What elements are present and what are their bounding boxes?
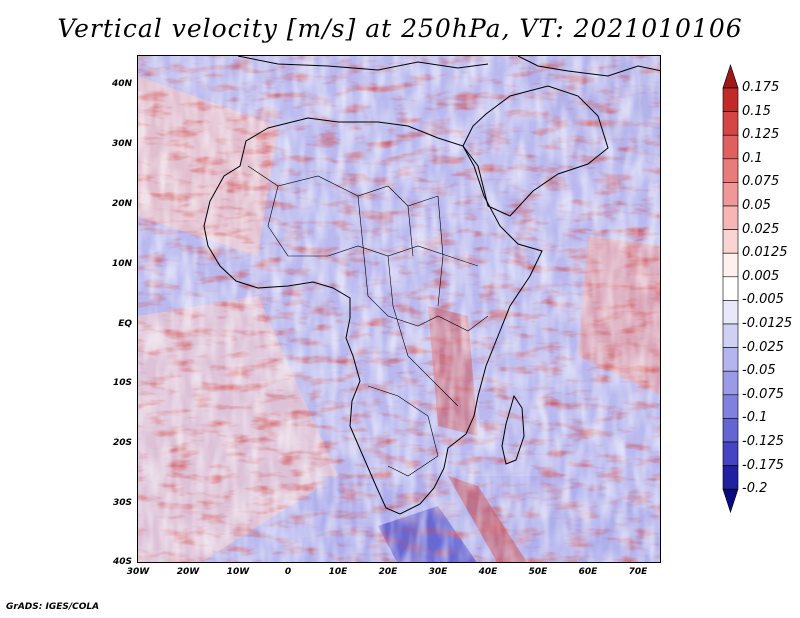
colorbar-swatch — [722, 205, 739, 230]
colorbar-tick-label: -0.05 — [742, 363, 776, 379]
lon-label-30e: 30E — [428, 567, 448, 577]
lon-label-10w: 10W — [226, 567, 250, 577]
colorbar-tick-label: -0.005 — [742, 292, 784, 308]
colorbar-tick-label: 0.125 — [742, 127, 780, 143]
coastlines — [203, 56, 660, 515]
chart-title: Vertical velocity [m/s] at 250hPa, VT: 2… — [57, 14, 743, 43]
colorbar-tick-label: -0.025 — [742, 339, 784, 355]
lon-label-40e: 40E — [478, 567, 498, 577]
colorbar-swatch — [722, 300, 739, 325]
colorbar-swatch — [722, 134, 739, 160]
colorbar-swatch — [722, 158, 739, 183]
colorbar-swatch — [722, 370, 739, 396]
colorbar — [722, 64, 739, 514]
colorbar-tick-label: -0.1 — [742, 410, 768, 426]
lat-label-30n: 30N — [111, 139, 132, 149]
colorbar-swatch — [722, 252, 739, 278]
lat-label-30s: 30S — [112, 498, 132, 508]
colorbar-tick-label: -0.125 — [742, 434, 784, 449]
lon-label-60e: 60E — [578, 567, 598, 577]
colorbar-swatch — [722, 111, 739, 136]
colorbar-swatch — [722, 87, 739, 112]
colorbar-swatch — [722, 182, 739, 207]
lon-label-70e: 70E — [628, 567, 648, 577]
grads-credit: GrADS: IGES/COLA — [6, 602, 100, 612]
colorbar-swatch — [722, 347, 739, 372]
lon-label-20w: 20W — [176, 567, 200, 577]
colorbar-tick-label: 0.005 — [742, 268, 780, 284]
colorbar-tick-label: 0.0125 — [742, 245, 788, 261]
colorbar-swatch — [722, 394, 739, 419]
colorbar-tick-label: 0.025 — [742, 221, 780, 237]
colorbar-tick-label: -0.0125 — [742, 316, 793, 331]
colorbar-tick-label: 0.175 — [742, 80, 780, 95]
lat-label-20n: 20N — [111, 199, 132, 209]
colorbar-tick-label: 0.15 — [742, 103, 771, 119]
lat-label-10s: 10S — [112, 378, 132, 388]
lat-label-10n: 10N — [111, 259, 132, 269]
lon-label-20e: 20E — [378, 567, 398, 577]
lat-label-20s: 20S — [112, 438, 132, 448]
colorbar-tick-label: -0.075 — [742, 386, 784, 402]
colorbar-tick-label: 0.1 — [742, 150, 763, 166]
lon-label-30w: 30W — [126, 567, 150, 577]
colorbar-swatch — [722, 323, 739, 348]
colorbar-tick-label: 0.075 — [742, 174, 780, 190]
colorbar-overflow-max — [722, 64, 739, 89]
lat-label-40s: 40S — [112, 557, 132, 567]
lon-label-10e: 10E — [328, 567, 348, 577]
colorbar-swatch — [722, 441, 739, 466]
velocity-field-map — [138, 56, 660, 562]
colorbar-tick-label: -0.2 — [742, 481, 768, 497]
colorbar-overflow-min — [722, 488, 739, 514]
colorbar-swatch — [722, 418, 739, 443]
lat-label-eq: EQ — [118, 319, 132, 329]
colorbar-tick-label: -0.175 — [742, 457, 784, 473]
colorbar-swatch — [722, 276, 739, 301]
field-texture-neutral — [138, 56, 660, 562]
lon-label-50e: 50E — [528, 567, 548, 577]
country-borders — [247, 165, 489, 477]
lat-label-40n: 40N — [111, 79, 132, 89]
colorbar-swatch — [722, 229, 739, 254]
map-panel — [137, 55, 661, 563]
colorbar-tick-label: 0.05 — [742, 198, 771, 213]
colorbar-swatch — [722, 465, 739, 490]
lon-label-0: 0 — [284, 567, 292, 577]
